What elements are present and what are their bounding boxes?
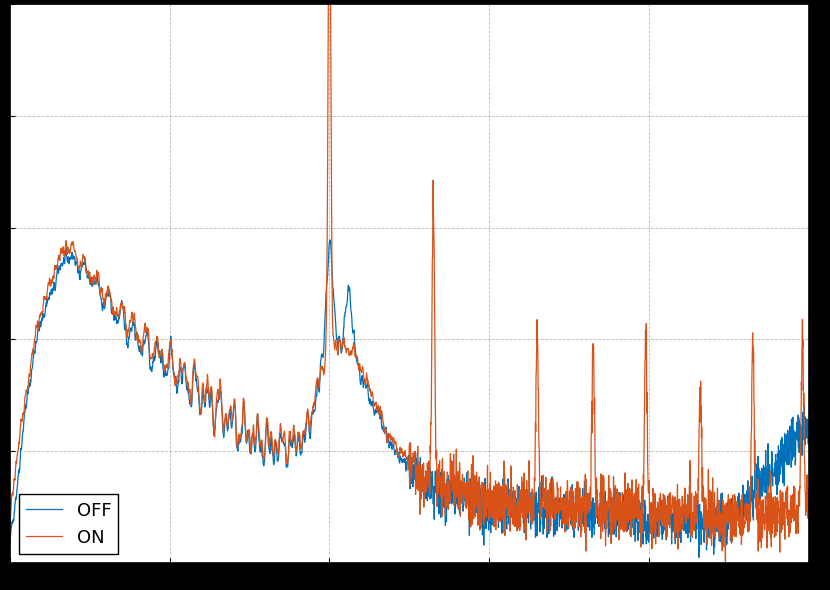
OFF [325,237,334,244]
ON [311,381,321,388]
Line: OFF: OFF [10,240,808,558]
ON [96,288,106,295]
ON [803,511,813,518]
OFF [346,309,356,316]
OFF [703,516,713,523]
OFF [694,554,704,561]
ON [5,520,15,527]
ON [788,517,798,525]
ON [346,347,356,354]
Legend: OFF, ON: OFF, ON [19,494,119,554]
OFF [96,295,106,302]
ON [702,523,712,530]
OFF [788,434,798,441]
ON [720,558,730,565]
OFF [803,440,813,447]
OFF [311,392,321,399]
ON [144,327,154,334]
OFF [144,336,154,343]
OFF [5,541,15,548]
Line: ON: ON [10,0,808,561]
